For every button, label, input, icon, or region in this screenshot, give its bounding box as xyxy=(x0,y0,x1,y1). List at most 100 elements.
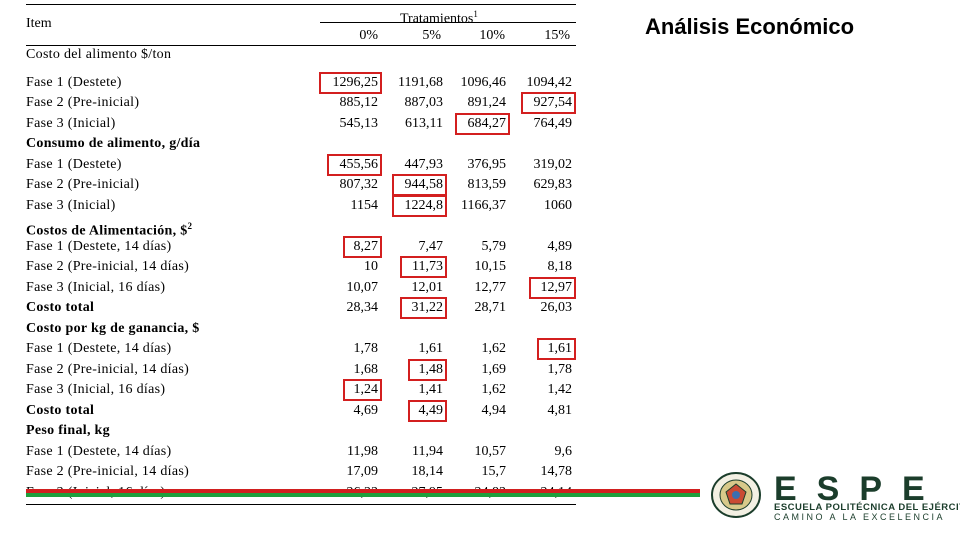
header-rule xyxy=(26,45,576,46)
row-label: Costo total xyxy=(26,300,95,316)
row-label: Fase 2 (Pre-inicial) xyxy=(26,177,140,193)
table-cell: 1060 xyxy=(544,197,572,213)
column-header: 0% xyxy=(359,28,378,43)
row-label: Fase 3 (Inicial) xyxy=(26,197,116,213)
table-cell: 10 xyxy=(364,259,378,275)
table-cell: 14,78 xyxy=(540,464,573,480)
section-label-sup: 2 xyxy=(187,221,193,232)
table-cell: 4,89 xyxy=(547,238,573,254)
table-cell: 885,12 xyxy=(339,95,379,111)
table-cell: 8,18 xyxy=(547,259,573,275)
footer-bar-green xyxy=(26,493,700,497)
table-cell: 4,69 xyxy=(353,402,379,418)
table-cell: 9,6 xyxy=(554,443,573,459)
highlight-box xyxy=(392,194,447,217)
espe-letters: ESPE xyxy=(774,470,945,508)
table-cell: 18,14 xyxy=(411,464,444,480)
table-cell: 11,98 xyxy=(347,443,378,459)
row-label: Costo total xyxy=(26,402,95,418)
table-cell: 319,02 xyxy=(533,156,573,172)
table-cell: 807,32 xyxy=(339,177,379,193)
highlight-box xyxy=(407,358,447,381)
highlight-box xyxy=(319,71,382,94)
table-cell: 1,61 xyxy=(547,341,573,357)
table-cell: 15,7 xyxy=(481,464,507,480)
header-group-sup: 1 xyxy=(473,9,478,19)
row-label: Fase 1 (Destete, 14 días) xyxy=(26,238,172,254)
highlight-box xyxy=(400,256,447,279)
section-label: Costo del alimento $/ton xyxy=(26,47,172,62)
table-cell: 4,49 xyxy=(418,402,444,418)
table-cell: 31,22 xyxy=(411,300,444,316)
row-label: Fase 2 (Pre-inicial, 14 días) xyxy=(26,361,190,377)
row-label: Fase 1 (Destete) xyxy=(26,74,122,90)
table-cell: 764,49 xyxy=(533,115,573,131)
table-cell: 545,13 xyxy=(339,115,379,131)
table-cell: 8,27 xyxy=(353,238,379,254)
espe-seal-icon xyxy=(711,472,761,518)
table-cell: 1191,68 xyxy=(398,74,443,90)
table-cell: 10,15 xyxy=(474,259,507,275)
table-cell: 613,11 xyxy=(405,115,443,131)
table-cell: 1,48 xyxy=(418,361,444,377)
table-cell: 1,42 xyxy=(547,382,573,398)
table-cell: 1,78 xyxy=(547,361,573,377)
top-rule xyxy=(26,4,576,5)
table-cell: 1,61 xyxy=(418,341,444,357)
header-group-label: Tratamientos xyxy=(400,11,474,27)
table-cell: 1,62 xyxy=(481,382,507,398)
table-cell: 1,68 xyxy=(353,361,379,377)
table-cell: 376,95 xyxy=(467,156,507,172)
espe-logo: ESPE ESCUELA POLITÉCNICA DEL EJÉRCITO CA… xyxy=(708,470,960,522)
slide-title: Análisis Económico xyxy=(645,14,855,39)
section-label: Consumo de alimento, g/día xyxy=(26,136,201,152)
table-cell: 1094,42 xyxy=(526,74,573,90)
row-label: Fase 3 (Inicial, 16 días) xyxy=(26,279,166,295)
column-header: 10% xyxy=(479,28,505,43)
row-label: Fase 1 (Destete, 14 días) xyxy=(26,443,172,459)
table-cell: 1,41 xyxy=(418,382,444,398)
table-cell: 1296,25 xyxy=(332,74,379,90)
table-cell: 10,57 xyxy=(474,443,507,459)
table-cell: 1,24 xyxy=(353,382,379,398)
table-cell: 4,94 xyxy=(481,402,507,418)
espe-subtitle: ESCUELA POLITÉCNICA DEL EJÉRCITO xyxy=(774,502,960,513)
row-label: Fase 2 (Pre-inicial, 14 días) xyxy=(26,259,190,275)
table-cell: 5,79 xyxy=(481,238,507,254)
table-cell: 891,24 xyxy=(467,95,507,111)
table-cell: 10,07 xyxy=(346,279,379,295)
section-label: Peso final, kg xyxy=(26,423,110,439)
table-cell: 447,93 xyxy=(404,156,444,172)
table-cell: 455,56 xyxy=(339,156,379,172)
row-label: Fase 2 (Pre-inicial, 14 días) xyxy=(26,464,190,480)
table-cell: 28,71 xyxy=(474,300,507,316)
table-cell: 17,09 xyxy=(346,464,379,480)
highlight-box xyxy=(455,112,510,135)
table-cell: 7,47 xyxy=(418,238,444,254)
espe-motto: CAMINO A LA EXCELENCIA xyxy=(774,512,946,522)
table-cell: 11,94 xyxy=(412,443,443,459)
table-cell: 813,59 xyxy=(467,177,507,193)
table-cell: 1154 xyxy=(350,197,378,213)
row-label: Fase 3 (Inicial, 16 días) xyxy=(26,382,166,398)
table-cell: 927,54 xyxy=(533,95,573,111)
row-label: Fase 1 (Destete) xyxy=(26,156,122,172)
row-label: Fase 3 (Inicial) xyxy=(26,115,116,131)
highlight-box xyxy=(392,174,447,197)
table-cell: 12,77 xyxy=(474,279,507,295)
table-cell: 1096,46 xyxy=(460,74,507,90)
section-label: Costo por kg de ganancia, $ xyxy=(26,320,200,336)
header-item: Item xyxy=(26,16,52,31)
table-cell: 944,58 xyxy=(404,177,444,193)
table-cell: 12,97 xyxy=(540,279,573,295)
table-cell: 887,03 xyxy=(404,95,444,111)
table-cell: 28,34 xyxy=(346,300,379,316)
table-cell: 4,81 xyxy=(547,402,573,418)
table-cell: 684,27 xyxy=(467,115,507,131)
highlight-box xyxy=(342,379,382,402)
row-label: Fase 1 (Destete, 14 días) xyxy=(26,341,172,357)
section-label: Costos de Alimentación, $2 xyxy=(26,221,193,239)
highlight-box xyxy=(521,92,576,115)
table-cell: 629,83 xyxy=(533,177,573,193)
